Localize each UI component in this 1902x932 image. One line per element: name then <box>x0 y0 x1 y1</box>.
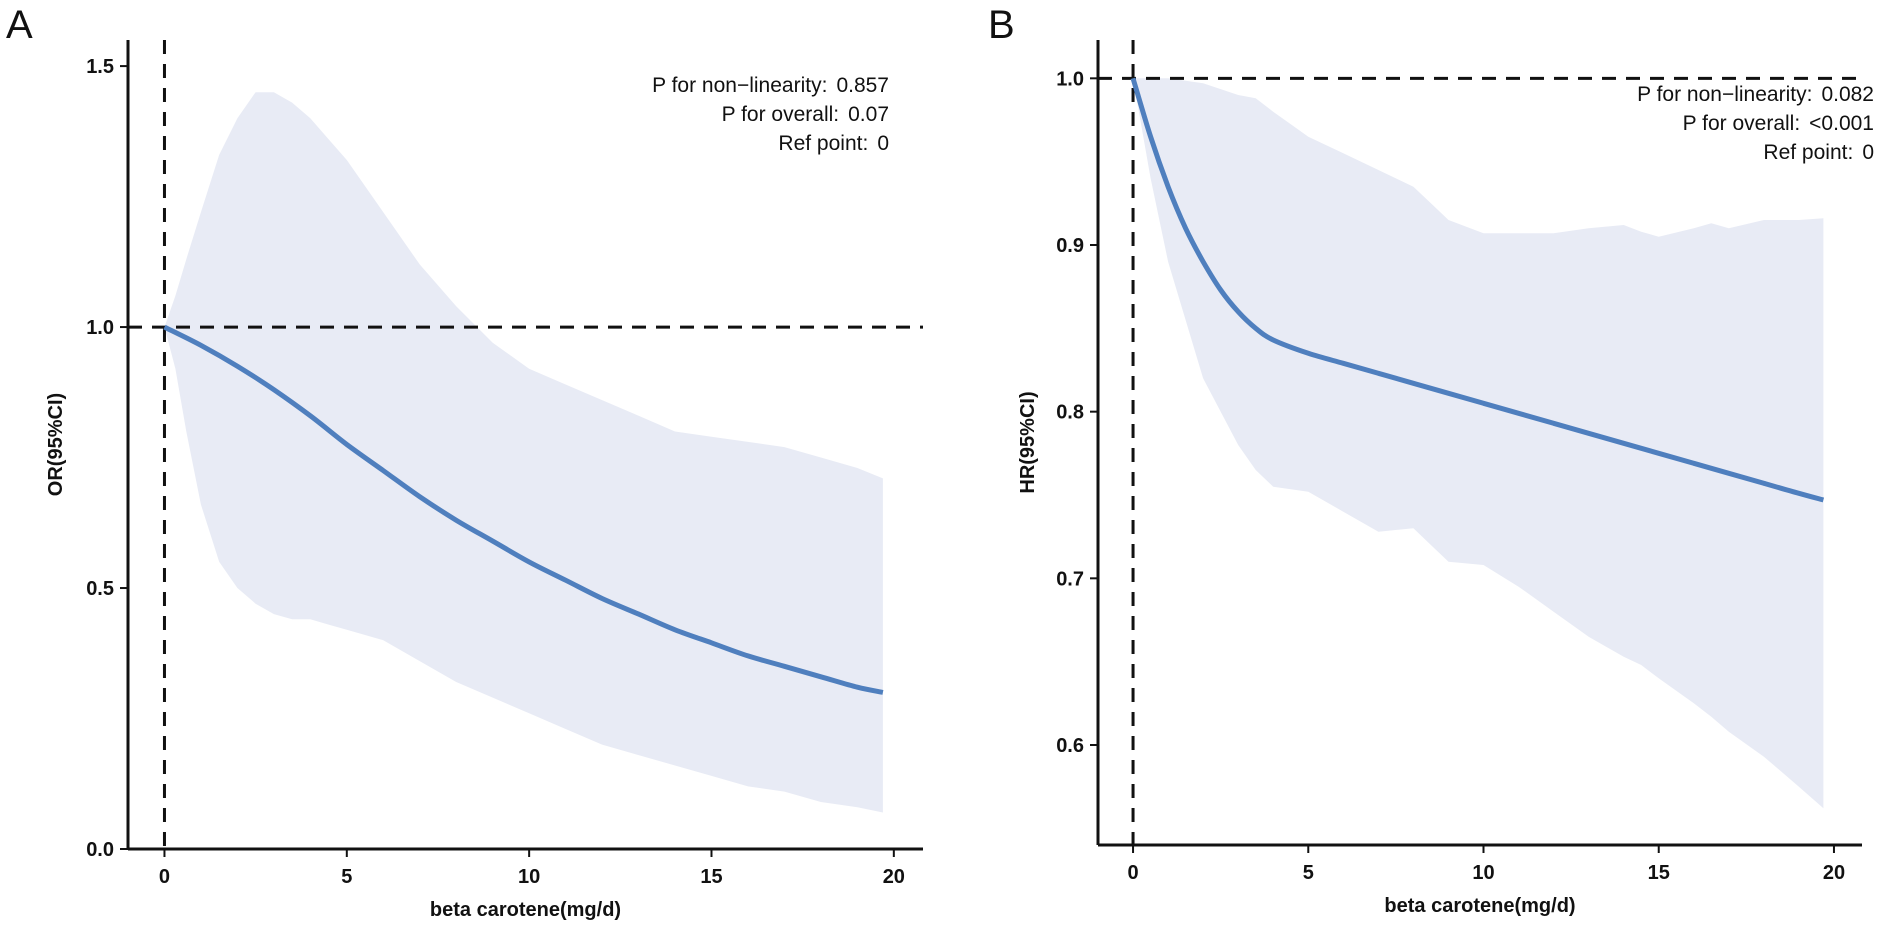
annotation-label-a-2: Ref point: <box>778 132 868 155</box>
curve-a <box>163 324 884 695</box>
y-tick-label-a-1: 0.5 <box>86 578 114 600</box>
x-tick-label-a-2: 10 <box>518 866 540 888</box>
panel-letter-b: B <box>988 3 1015 47</box>
annotation-value-a-0: 0.857 <box>836 74 889 97</box>
x-tick-label-b-3: 15 <box>1648 862 1670 884</box>
x-axis-label-b: beta carotene(mg/d) <box>1384 895 1575 917</box>
y-tick-label-a-3: 1.5 <box>86 56 114 78</box>
x-tick-label-b-1: 5 <box>1303 862 1314 884</box>
x-tick-label-a-0: 0 <box>159 866 170 888</box>
annotation-value-a-2: 0 <box>877 132 889 155</box>
annotations-a: P for non−linearity: 0.857 P for overall… <box>652 74 889 155</box>
x-tick-label-b-2: 10 <box>1472 862 1494 884</box>
annotation-value-b-0: 0.082 <box>1821 83 1874 106</box>
y-tick-label-a-2: 1.0 <box>86 317 114 339</box>
y-tick-label-b-1: 0.7 <box>1056 568 1084 590</box>
ci-band-a <box>164 92 883 813</box>
y-axis-label-a: OR(95%CI) <box>45 393 67 496</box>
y-tick-label-b-4: 1.0 <box>1056 68 1084 90</box>
y-tick-label-b-2: 0.8 <box>1056 402 1084 424</box>
annotation-value-b-1: <0.001 <box>1809 112 1874 135</box>
y-tick-label-b-0: 0.6 <box>1056 735 1084 757</box>
annotation-value-a-1: 0.07 <box>848 103 889 126</box>
annotation-label-a-1: P for overall: <box>722 103 840 126</box>
axes-b: 0 5 10 15 20 0.6 0.7 0.8 0.9 1.0 <box>1056 40 1862 884</box>
x-axis-label-a: beta carotene(mg/d) <box>430 899 621 921</box>
annotation-label-b-2: Ref point: <box>1763 141 1853 164</box>
x-tick-label-a-4: 20 <box>883 866 905 888</box>
y-tick-label-b-3: 0.9 <box>1056 235 1084 257</box>
curve-b <box>1130 77 1825 503</box>
x-tick-label-a-1: 5 <box>341 866 352 888</box>
y-tick-label-a-0: 0.0 <box>86 839 114 861</box>
annotation-label-b-1: P for overall: <box>1683 112 1801 135</box>
annotation-label-b-0: P for non−linearity: <box>1637 83 1812 106</box>
annotation-value-b-2: 0 <box>1862 141 1874 164</box>
panel-a: A 0 5 10 15 20 0.0 0.5 1.0 1.5 beta carotene(mg/… <box>6 3 923 921</box>
axes-a: 0 5 10 15 20 0.0 0.5 1.0 1.5 <box>86 40 923 888</box>
x-tick-label-b-0: 0 <box>1127 862 1138 884</box>
annotation-label-a-0: P for non−linearity: <box>652 74 827 97</box>
x-tick-label-b-4: 20 <box>1823 862 1845 884</box>
annotations-b: P for non−linearity: 0.082 P for overall… <box>1637 83 1874 164</box>
ci-band-b <box>1133 78 1824 809</box>
panel-b: B 0 5 10 15 20 0.6 0.7 0.8 0.9 1.0 beta carotene(… <box>988 3 1874 917</box>
panel-letter-a: A <box>6 3 33 47</box>
y-axis-label-b: HR(95%CI) <box>1017 391 1039 493</box>
x-tick-label-a-3: 15 <box>700 866 722 888</box>
